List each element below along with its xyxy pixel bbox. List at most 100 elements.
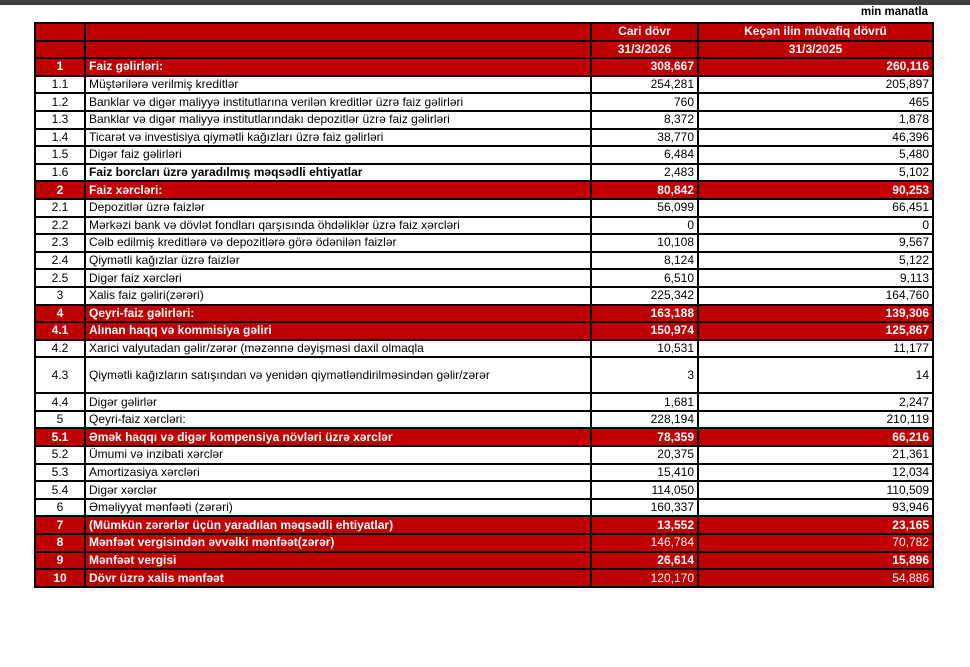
table-row: 4.2 Xarici valyutadan gəlir/zərər (məzənn… bbox=[34, 338, 934, 359]
row-number: 9 bbox=[34, 550, 86, 571]
top-bar bbox=[0, 0, 970, 5]
row-label: Banklar və digər maliyyə institutlarına … bbox=[84, 92, 592, 112]
previous-value: 93,946 bbox=[697, 497, 934, 518]
row-number: 4.2 bbox=[34, 338, 86, 359]
previous-value: 5,122 bbox=[697, 250, 934, 271]
row-label: Qeyri-faiz xərcləri: bbox=[84, 409, 592, 430]
row-label: Mənfəət vergisi bbox=[84, 550, 592, 571]
row-label: Xarici valyutadan gəlir/zərər (məzənnə d… bbox=[84, 338, 592, 359]
table-row: 6 Əməliyyat mənfəəti (zərəri) 160,337 93,94… bbox=[34, 497, 934, 518]
current-value: 160,337 bbox=[590, 497, 699, 518]
table-row: 4 Qeyri-faiz gəlirləri: 163,188 139,306 bbox=[34, 303, 934, 324]
table-row: 1.5 Digər faiz gəlirləri 6,484 5,480 bbox=[34, 145, 934, 165]
row-number: 5.1 bbox=[34, 427, 86, 448]
row-label: Müştərilərə verilmiş kreditlər bbox=[84, 74, 592, 95]
row-number: 5.3 bbox=[34, 462, 86, 483]
table-row: 2.1 Depozitlər üzrə faizlər 56,099 66,451 bbox=[34, 197, 934, 218]
header-row-periods: Cari dövr Keçən ilin müvafiq dövrü bbox=[34, 22, 934, 42]
row-number: 5.2 bbox=[34, 445, 86, 465]
table-row: 5 Qeyri-faiz xərcləri: 228,194 210,119 bbox=[34, 409, 934, 430]
row-label: Qiymətli kağızların satışından və yenidə… bbox=[84, 356, 592, 395]
row-label: Əmək haqqı və digər kompensiya növləri ü… bbox=[84, 427, 592, 448]
previous-value: 11,177 bbox=[697, 338, 934, 359]
current-value: 150,974 bbox=[590, 321, 699, 341]
previous-value: 210,119 bbox=[697, 409, 934, 430]
previous-value: 260,116 bbox=[697, 57, 934, 77]
table-row: 1.1 Müştərilərə verilmiş kreditlər 254,281… bbox=[34, 74, 934, 95]
previous-value: 66,216 bbox=[697, 427, 934, 448]
row-label: Banklar və digər maliyyə institutlarında… bbox=[84, 109, 592, 130]
row-label: Cəlb edilmiş kreditlərə və depozitlərə g… bbox=[84, 233, 592, 253]
previous-value: 465 bbox=[697, 92, 934, 112]
previous-value: 70,782 bbox=[697, 533, 934, 553]
table-row: 2.3 Cəlb edilmiş kreditlərə və depozitlər… bbox=[34, 233, 934, 253]
previous-value: 110,509 bbox=[697, 480, 934, 500]
current-value: 3 bbox=[590, 356, 699, 395]
current-value: 6,510 bbox=[590, 268, 699, 288]
row-label: Digər faiz xərcləri bbox=[84, 268, 592, 288]
previous-value: 1,878 bbox=[697, 109, 934, 130]
row-number: 8 bbox=[34, 533, 86, 553]
table-row: 2.4 Qiymətli kağızlar üzrə faizlər 8,124 5,… bbox=[34, 250, 934, 271]
previous-value: 205,897 bbox=[697, 74, 934, 95]
header-label-cell bbox=[84, 22, 592, 42]
row-number: 2.2 bbox=[34, 215, 86, 236]
current-value: 163,188 bbox=[590, 303, 699, 324]
header-num-cell bbox=[34, 22, 86, 42]
current-value: 56,099 bbox=[590, 197, 699, 218]
current-value: 308,667 bbox=[590, 57, 699, 77]
row-label: Faiz gəlirləri: bbox=[84, 57, 592, 77]
table-row: 8 Mənfəət vergisindən əvvəlki mənfəət(zər… bbox=[34, 533, 934, 553]
current-value: 10,531 bbox=[590, 338, 699, 359]
table-row: 7 (Mümkün zərərlər üçün yaradılan məqsədl… bbox=[34, 515, 934, 536]
header-current-date: 31/3/2026 bbox=[590, 39, 699, 60]
table-row: 1 Faiz gəlirləri: 308,667 260,116 bbox=[34, 57, 934, 77]
current-value: 78,359 bbox=[590, 427, 699, 448]
previous-value: 46,396 bbox=[697, 127, 934, 148]
table-row: 1.3 Banklar və digər maliyyə institutları… bbox=[34, 109, 934, 130]
row-label: Qeyri-faiz gəlirləri: bbox=[84, 303, 592, 324]
previous-value: 9,113 bbox=[697, 268, 934, 288]
row-number: 4.3 bbox=[34, 356, 86, 395]
row-number: 1 bbox=[34, 57, 86, 77]
current-value: 20,375 bbox=[590, 445, 699, 465]
current-value: 120,170 bbox=[590, 568, 699, 588]
previous-value: 5,102 bbox=[697, 162, 934, 183]
row-label: Mərkəzi bank və dövlət fondları qarşısın… bbox=[84, 215, 592, 236]
previous-value: 54,886 bbox=[697, 568, 934, 588]
current-value: 0 bbox=[590, 215, 699, 236]
row-number: 5 bbox=[34, 409, 86, 430]
table-row: 1.4 Ticarət və investisiya qiymətli kağız… bbox=[34, 127, 934, 148]
previous-value: 15,896 bbox=[697, 550, 934, 571]
row-number: 1.6 bbox=[34, 162, 86, 183]
table-row: 1.2 Banklar və digər maliyyə institutları… bbox=[34, 92, 934, 112]
table-row: 5.4 Digər xərclər 114,050 110,509 bbox=[34, 480, 934, 500]
table-row: 4.3 Qiymətli kağızların satışından və yen… bbox=[34, 356, 934, 395]
row-label: Xalis faiz gəliri(zərəri) bbox=[84, 285, 592, 306]
current-value: 8,372 bbox=[590, 109, 699, 130]
current-value: 254,281 bbox=[590, 74, 699, 95]
row-label: Depozitlər üzrə faizlər bbox=[84, 197, 592, 218]
row-label: Faiz borcları üzrə yaradılmış məqsədli e… bbox=[84, 162, 592, 183]
unit-label: min manatla bbox=[860, 6, 928, 18]
current-value: 10,108 bbox=[590, 233, 699, 253]
row-number: 2.1 bbox=[34, 197, 86, 218]
current-value: 6,484 bbox=[590, 145, 699, 165]
row-number: 2.3 bbox=[34, 233, 86, 253]
previous-value: 125,867 bbox=[697, 321, 934, 341]
row-number: 1.5 bbox=[34, 145, 86, 165]
table-row: 2 Faiz xərcləri: 80,842 90,253 bbox=[34, 180, 934, 200]
row-number: 2.4 bbox=[34, 250, 86, 271]
current-value: 146,784 bbox=[590, 533, 699, 553]
row-number: 1.3 bbox=[34, 109, 86, 130]
row-number: 4.1 bbox=[34, 321, 86, 341]
previous-value: 66,451 bbox=[697, 197, 934, 218]
row-number: 4.4 bbox=[34, 392, 86, 412]
row-label: Alınan haqq və kommisiya gəliri bbox=[84, 321, 592, 341]
header-label-cell bbox=[84, 39, 592, 60]
current-value: 2,483 bbox=[590, 162, 699, 183]
row-number: 4 bbox=[34, 303, 86, 324]
current-value: 80,842 bbox=[590, 180, 699, 200]
row-number: 1.4 bbox=[34, 127, 86, 148]
table-row: 3 Xalis faiz gəliri(zərəri) 225,342 164,760 bbox=[34, 285, 934, 306]
